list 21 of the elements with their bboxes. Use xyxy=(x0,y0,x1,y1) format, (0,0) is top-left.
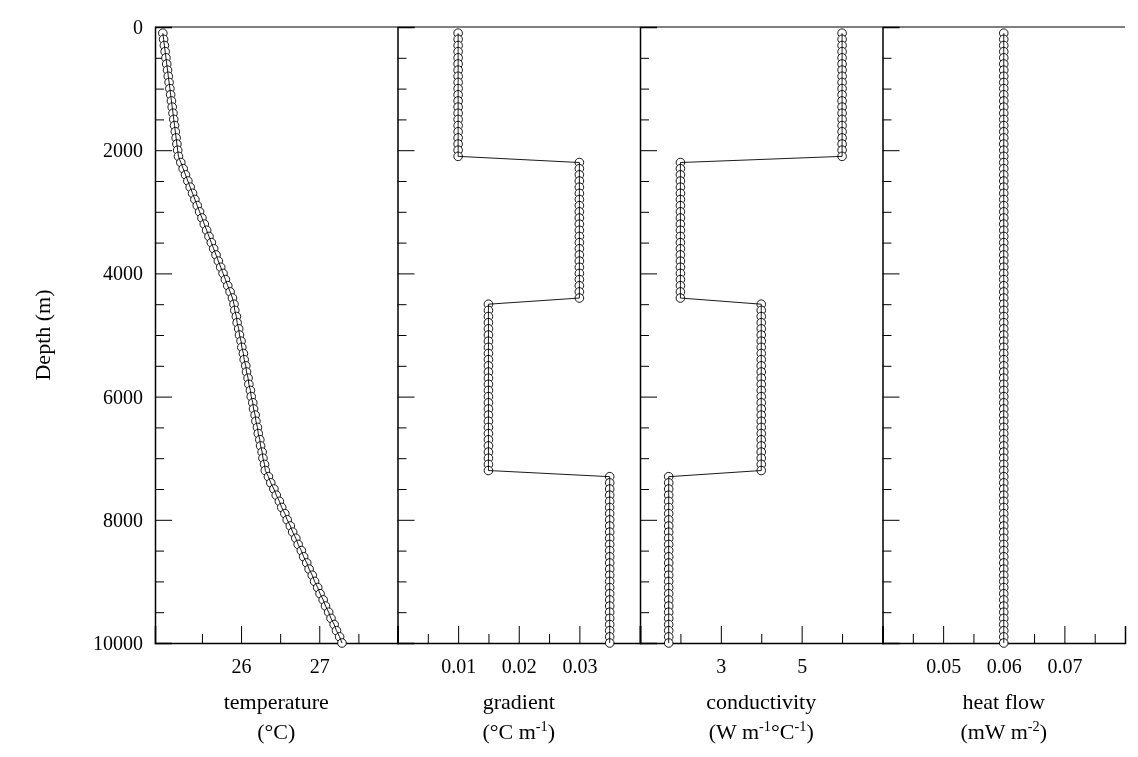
x-tick-label: 27 xyxy=(309,655,330,678)
x-tick-label: 0.02 xyxy=(501,655,537,678)
y-tick-label: 10000 xyxy=(93,631,143,654)
x-axis-title: conductivity (W m$^{-1}$°C$^{-1}$) xyxy=(706,689,817,744)
x-tick-label: 0.03 xyxy=(562,655,598,678)
y-tick-label: 2000 xyxy=(103,139,143,162)
x-tick-label: 0.01 xyxy=(441,655,477,678)
y-tick-label: 8000 xyxy=(103,508,143,531)
x-tick-label: 5 xyxy=(797,655,808,678)
x-axis-title: heat flow (mW m$^{-2}$) xyxy=(960,689,1048,744)
y-tick-label: 0 xyxy=(133,15,143,38)
x-tick-label: 26 xyxy=(231,655,252,678)
x-tick-label: 0.06 xyxy=(986,655,1022,678)
y-tick-label: 4000 xyxy=(103,262,143,285)
x-tick-label: 0.07 xyxy=(1047,655,1083,678)
y-axis-title: Depth (m) xyxy=(30,289,55,381)
x-axis-title: temperature (°C) xyxy=(223,689,329,744)
x-axis-title: gradient (°C m$^{-1}$) xyxy=(482,689,556,744)
y-tick-label: 6000 xyxy=(103,385,143,408)
x-tick-label: 0.05 xyxy=(926,655,962,678)
x-tick-label: 3 xyxy=(716,655,727,678)
